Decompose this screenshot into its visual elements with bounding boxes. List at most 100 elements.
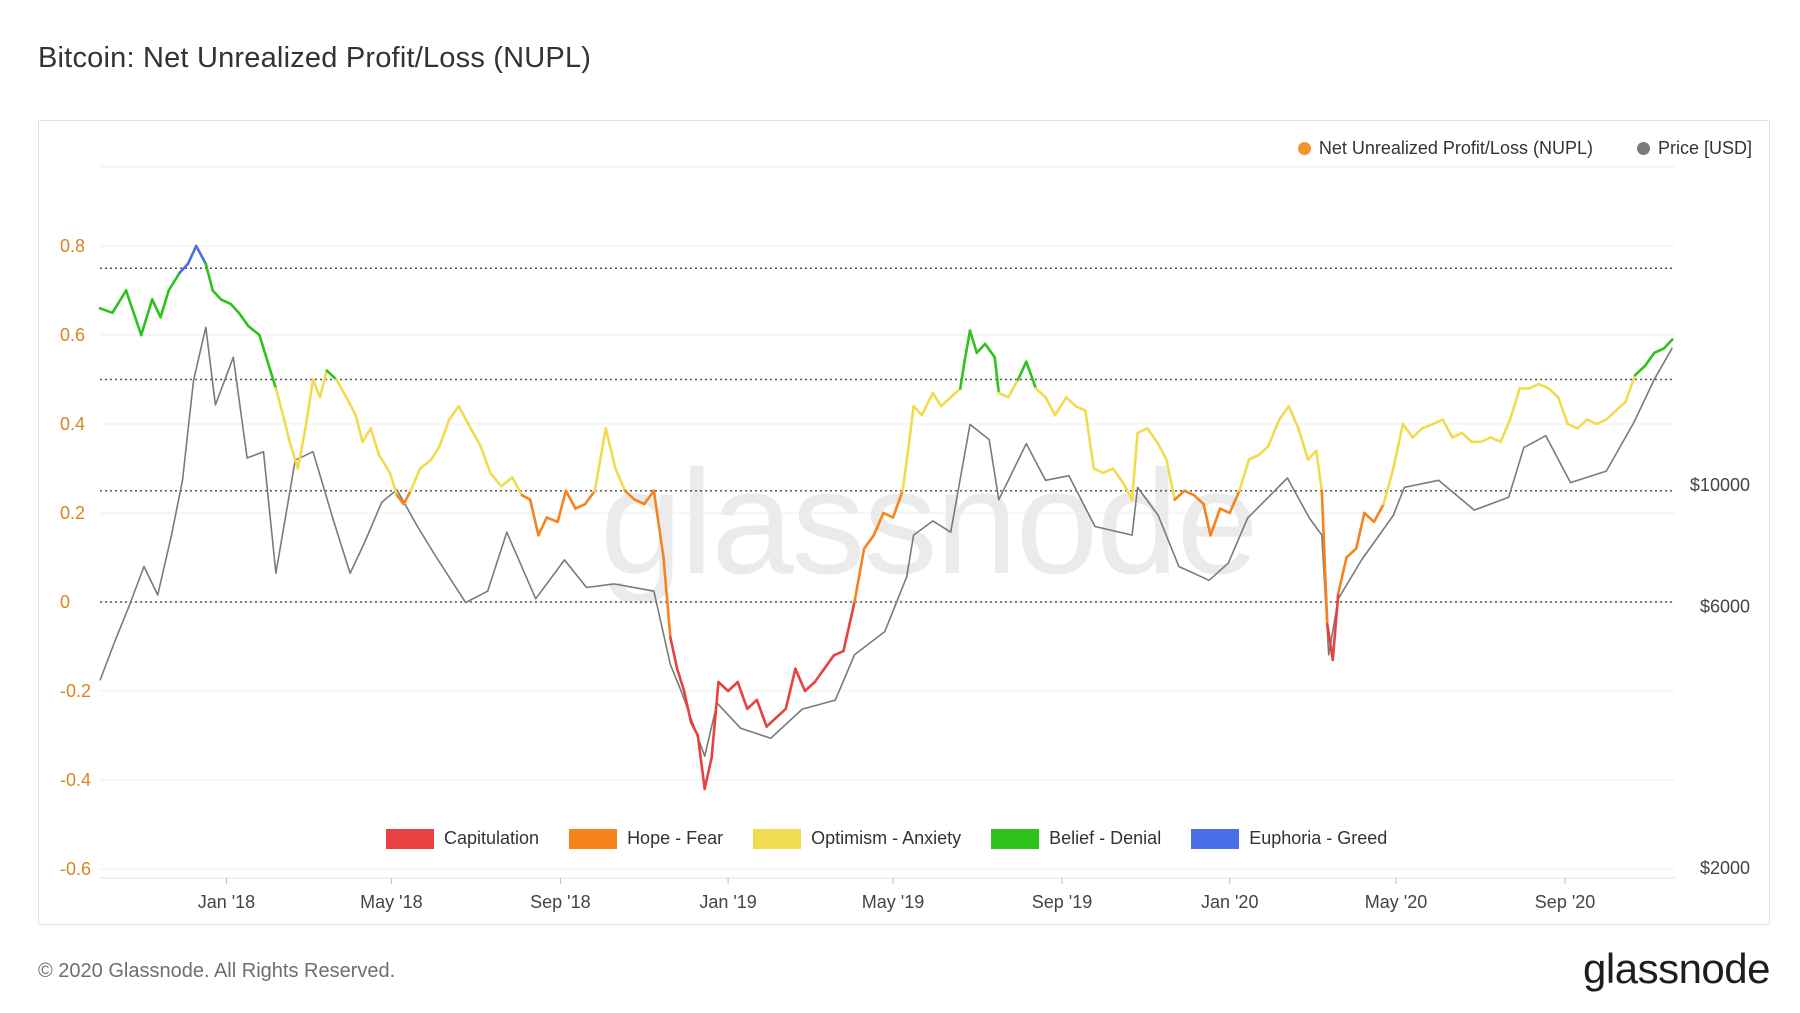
nupl-series-segment <box>159 289 170 319</box>
nupl-series-segment <box>853 547 866 604</box>
nupl-series-segment <box>194 244 208 266</box>
nupl-series-segment <box>311 378 322 399</box>
nupl-series-segment <box>1354 511 1366 550</box>
zone-legend: Capitulation Hope - Fear Optimism - Anxi… <box>386 828 1387 849</box>
nupl-series-segment <box>794 667 807 693</box>
nupl-series-segment <box>1016 360 1028 381</box>
nupl-series-segment <box>1528 382 1541 390</box>
nupl-series-segment <box>1315 449 1324 493</box>
nupl-series-segment <box>247 324 261 337</box>
nupl-series-segment <box>274 387 286 421</box>
nupl-series-segment <box>920 391 935 417</box>
nupl-series-segment <box>1192 493 1205 506</box>
nupl-series-segment <box>968 329 979 355</box>
y-right-tick-label: $6000 <box>1700 597 1750 617</box>
nupl-series-segment <box>901 449 910 493</box>
nupl-series-segment <box>755 698 768 728</box>
nupl-series-segment <box>1238 458 1251 493</box>
legend-label-capitulation: Capitulation <box>444 828 540 848</box>
copyright-text: © 2020 Glassnode. All Rights Reserved. <box>38 960 396 982</box>
nupl-series-segment <box>912 404 924 417</box>
nupl-series-segment <box>1643 351 1656 368</box>
nupl-series-segment <box>98 306 114 315</box>
nupl-series-segment <box>958 360 966 390</box>
euphoria-greed-swatch <box>1191 828 1240 849</box>
nupl-series-segment <box>304 378 315 426</box>
nupl-series-segment <box>1499 418 1512 444</box>
nupl-series-segment <box>318 369 329 399</box>
nupl-series-segment <box>1605 409 1618 421</box>
nupl-series-segment <box>717 680 730 693</box>
nupl-series-segment <box>726 680 740 693</box>
nupl-series-segment <box>963 329 972 364</box>
legend-item-price[interactable]: Price [USD] <box>1636 138 1752 159</box>
nupl-series-segment <box>906 404 915 453</box>
nupl-series-segment <box>124 289 143 337</box>
nupl-series-segment <box>269 369 278 390</box>
nupl-series-segment <box>604 427 617 470</box>
nupl-series-segment <box>931 391 943 408</box>
nupl-series-segment <box>1372 502 1385 524</box>
nupl-series-segment <box>1053 395 1068 417</box>
nupl-series-segment <box>689 720 700 737</box>
x-tick-label: Jan '19 <box>699 892 756 912</box>
x-tick-label: May '20 <box>1365 892 1427 912</box>
nupl-series-segment <box>204 262 214 292</box>
legend-item-nupl[interactable]: Net Unrealized Profit/Loss (NUPL) <box>1297 138 1593 159</box>
nupl-series-segment <box>1320 489 1329 626</box>
nupl-series-segment <box>1228 489 1241 515</box>
nupl-series-segment <box>1121 480 1134 501</box>
nupl-series-segment <box>891 489 904 519</box>
nupl-series-segment <box>1326 622 1335 662</box>
nupl-series-segment <box>347 400 357 417</box>
y-left-tick-label: 0.8 <box>60 236 85 256</box>
legend-item-hope-fear: Hope - Fear <box>569 828 723 849</box>
nupl-series-segment <box>335 378 351 404</box>
nupl-series-segment <box>361 427 373 444</box>
nupl-series-segment <box>1556 395 1570 426</box>
nupl-series-segment <box>1547 387 1560 399</box>
page-title: Bitcoin: Net Unrealized Profit/Loss (NUP… <box>38 42 592 74</box>
nupl-series-segment <box>1044 395 1057 417</box>
nupl-series-segment <box>186 244 198 266</box>
x-tick-label: May '18 <box>360 892 422 912</box>
nupl-series-segment <box>369 427 381 457</box>
y-left-tick-label: -0.4 <box>60 770 91 790</box>
nupl-series-segment <box>993 355 1001 395</box>
nupl-series-segment <box>229 302 241 315</box>
nupl-series-segment <box>1595 418 1608 426</box>
nupl-series-segment <box>1287 404 1300 430</box>
nupl-series-segment <box>1566 422 1579 430</box>
nupl-series-segment <box>1431 418 1444 426</box>
nupl-series-segment <box>1202 502 1212 537</box>
nupl-series-segment <box>1034 387 1047 399</box>
legend-label-nupl: Net Unrealized Profit/Loss (NUPL) <box>1318 138 1593 158</box>
nupl-series-segment <box>696 734 707 791</box>
nupl-series-segment <box>1662 338 1674 350</box>
nupl-series-segment <box>1165 458 1176 501</box>
nupl-series-segment <box>1209 507 1222 537</box>
nupl-series-segment <box>1585 418 1598 426</box>
nupl-series-segment <box>652 489 665 559</box>
nupl-series-segment <box>882 511 895 519</box>
nupl-series-segment <box>167 271 181 292</box>
nupl-series-segment <box>1653 347 1666 355</box>
nupl-series-segment <box>1576 418 1589 430</box>
nupl-series-segment <box>842 600 856 653</box>
nupl-series-segment <box>388 471 399 497</box>
watermark: glassnode <box>600 440 1259 605</box>
nupl-series-segment <box>150 298 162 319</box>
nupl-series-segment <box>1537 382 1550 390</box>
nupl-series-segment <box>1479 436 1493 444</box>
glassnode-logo[interactable]: glassnode <box>1583 945 1770 992</box>
nupl-series-segment <box>1345 547 1358 559</box>
legend-item-euphoria-greed: Euphoria - Greed <box>1191 828 1387 849</box>
nupl-series-segment <box>447 404 461 421</box>
nupl-series-segment <box>939 395 953 408</box>
optimism-anxiety-swatch <box>753 828 802 849</box>
nupl-series-segment <box>662 556 672 639</box>
nupl-series-segment <box>1266 418 1281 448</box>
nupl-series-segment <box>1247 453 1260 461</box>
nupl-series-segment <box>862 533 876 550</box>
